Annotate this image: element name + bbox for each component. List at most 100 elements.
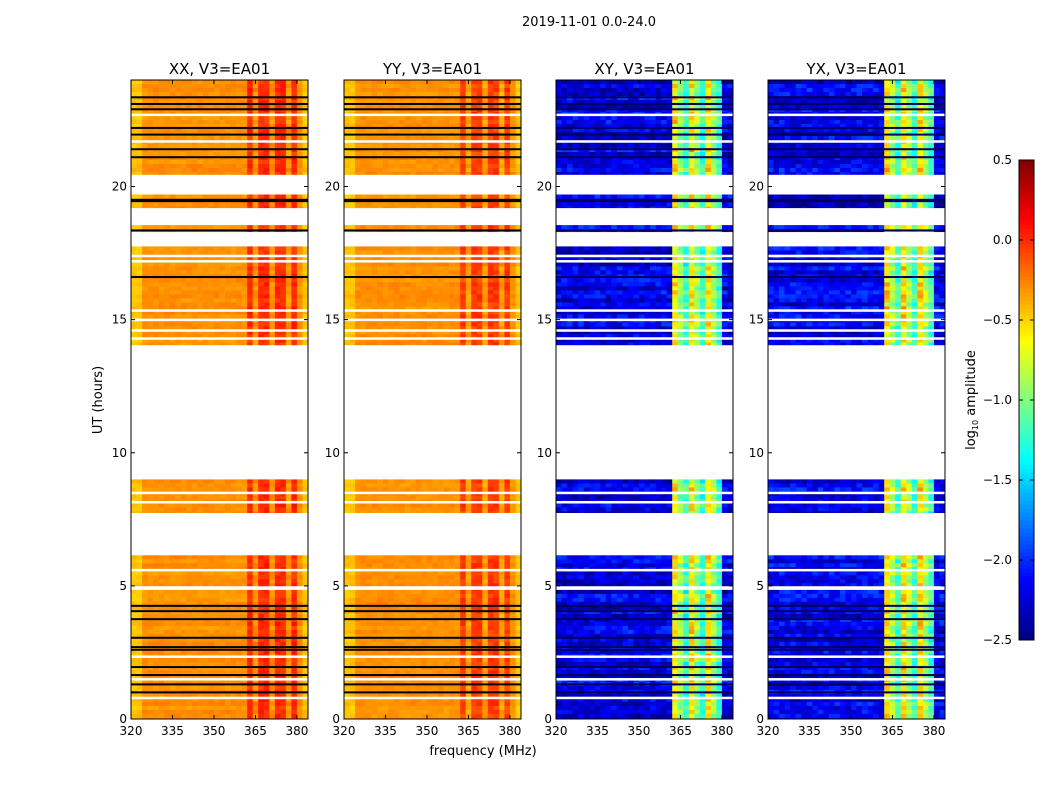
heatmap-cell: [137, 92, 143, 96]
heatmap-cell: [269, 487, 275, 491]
heatmap-cell: [242, 658, 248, 662]
heatmap-cell: [137, 270, 143, 274]
flagged-line: [131, 646, 308, 648]
heatmap-cell: [197, 626, 203, 630]
heatmap-cell: [344, 571, 350, 575]
heatmap-cell: [208, 160, 214, 164]
heatmap-cell: [231, 270, 237, 274]
heatmap-cell: [220, 298, 226, 302]
heatmap-cell: [164, 714, 170, 718]
heatmap-cell: [131, 294, 137, 298]
heatmap-cell: [131, 120, 137, 124]
heatmap-cell: [444, 626, 450, 630]
heatmap-cell: [253, 670, 259, 674]
heatmap-cell: [510, 503, 516, 507]
heatmap-cell: [208, 164, 214, 168]
heatmap-cell: [258, 290, 264, 294]
heatmap-cell: [137, 136, 143, 140]
heatmap-cell: [433, 555, 439, 559]
heatmap-cell: [291, 702, 297, 706]
heatmap-cell: [466, 575, 472, 579]
heatmap-cell: [258, 579, 264, 583]
heatmap-cell: [225, 710, 231, 714]
heatmap-cell: [164, 662, 170, 666]
heatmap-cell: [142, 575, 148, 579]
heatmap-cell: [471, 487, 477, 491]
heatmap-cell: [220, 290, 226, 294]
heatmap-cell: [269, 144, 275, 148]
heatmap-cell: [253, 168, 259, 172]
heatmap-cell: [394, 642, 400, 646]
heatmap-cell: [142, 84, 148, 88]
heatmap-cell: [269, 706, 275, 710]
heatmap-cell: [269, 322, 275, 326]
heatmap-cell: [258, 298, 264, 302]
heatmap-cell: [220, 622, 226, 626]
heatmap-cell: [242, 290, 248, 294]
heatmap-cell: [264, 266, 270, 270]
heatmap-cell: [433, 563, 439, 567]
heatmap-cell: [460, 658, 466, 662]
heatmap-cell: [253, 278, 259, 282]
heatmap-cell: [186, 116, 192, 120]
heatmap-cell: [225, 286, 231, 290]
heatmap-cell: [280, 630, 286, 634]
heatmap-cell: [170, 342, 176, 345]
heatmap-cell: [264, 571, 270, 575]
heatmap-cell: [236, 80, 242, 84]
heatmap-cell: [131, 559, 137, 563]
heatmap-cell: [137, 120, 143, 124]
heatmap-cell: [131, 662, 137, 666]
heatmap-cell: [242, 702, 248, 706]
heatmap-cell: [280, 164, 286, 168]
heatmap-cell: [164, 278, 170, 282]
heatmap-cell: [197, 563, 203, 567]
heatmap-cell: [220, 483, 226, 487]
heatmap-cell: [137, 294, 143, 298]
heatmap-cell: [153, 563, 159, 567]
heatmap-cell: [236, 559, 242, 563]
heatmap-cell: [258, 507, 264, 511]
heatmap-cell: [275, 136, 281, 140]
heatmap-cell: [269, 160, 275, 164]
heatmap-cell: [142, 164, 148, 168]
heatmap-cell: [399, 487, 405, 491]
heatmap-cell: [264, 614, 270, 618]
heatmap-cell: [471, 555, 477, 559]
heatmap-cell: [488, 630, 494, 634]
heatmap-cell: [258, 116, 264, 120]
heatmap-cell: [142, 278, 148, 282]
heatmap-cell: [366, 579, 372, 583]
heatmap-cell: [153, 195, 159, 199]
heatmap-cell: [192, 144, 198, 148]
heatmap-cell: [286, 207, 292, 209]
heatmap-cell: [231, 342, 237, 345]
heatmap-cell: [264, 575, 270, 579]
heatmap-cell: [164, 583, 170, 586]
heatmap-cell: [148, 658, 154, 662]
heatmap-cell: [186, 314, 192, 318]
heatmap-cell: [438, 503, 444, 507]
heatmap-cell: [164, 262, 170, 266]
heatmap-cell: [280, 168, 286, 172]
heatmap-cell: [433, 487, 439, 491]
heatmap-cell: [220, 144, 226, 148]
heatmap-cell: [258, 598, 264, 602]
heatmap-cell: [253, 503, 259, 507]
heatmap-cell: [175, 710, 181, 714]
heatmap-cell: [444, 487, 450, 491]
heatmap-cell: [258, 559, 264, 563]
heatmap-cell: [297, 136, 303, 140]
heatmap-cell: [493, 614, 499, 618]
heatmap-cell: [197, 160, 203, 164]
heatmap-cell: [377, 658, 383, 662]
heatmap-cell: [203, 290, 209, 294]
heatmap-cell: [153, 686, 159, 690]
heatmap-cell: [153, 144, 159, 148]
heatmap-cell: [247, 88, 253, 92]
heatmap-cell: [164, 555, 170, 559]
heatmap-cell: [355, 626, 361, 630]
heatmap-cell: [220, 270, 226, 274]
heatmap-cell: [131, 507, 137, 511]
heatmap-cell: [175, 563, 181, 567]
